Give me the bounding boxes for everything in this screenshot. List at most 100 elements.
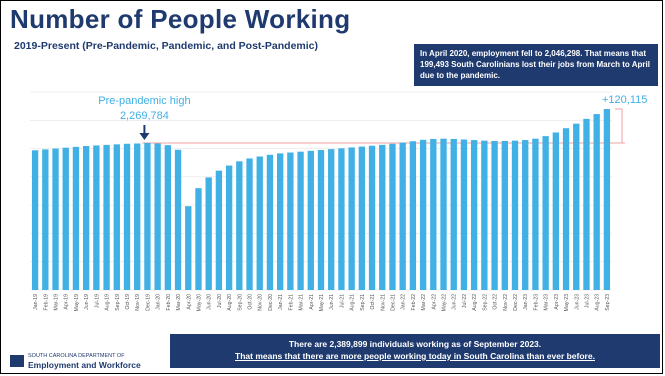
- bar-apr-21: [307, 150, 314, 290]
- x-tick-label: Aug-22: [472, 294, 478, 311]
- bars: [31, 109, 611, 291]
- x-tick-label: Apr-19: [64, 294, 70, 310]
- bar-nov-19: [134, 143, 141, 290]
- pre-pandemic-value: 2,269,784: [120, 110, 169, 122]
- bar-jul-19: [93, 145, 100, 290]
- x-tick-label: Dec-21: [390, 294, 396, 311]
- x-tick-label: Jun-19: [84, 294, 90, 310]
- bar-jul-20: [215, 170, 223, 290]
- bar-sep-21: [358, 146, 366, 290]
- x-tick-label: Aug-21: [350, 294, 356, 311]
- x-tick-label: Apr-22: [431, 294, 437, 310]
- agency-logo: SOUTH CAROLINA DEPARTMENT OF Employment …: [10, 352, 170, 372]
- bar-oct-21: [368, 145, 376, 290]
- pre-pandemic-label: Pre-pandemic high: [98, 95, 190, 107]
- x-tick-label: Aug-19: [105, 294, 111, 311]
- x-tick-label: Jun-20: [207, 294, 213, 310]
- bar-nov-22: [501, 140, 508, 290]
- x-tick-label: Dec-19: [145, 294, 151, 311]
- logo-line-1: SOUTH CAROLINA DEPARTMENT OF: [28, 353, 125, 359]
- bar-feb-20: [164, 145, 172, 290]
- bar-sep-23: [603, 109, 611, 290]
- x-tick-label: Jun-22: [452, 294, 458, 310]
- callout-april-2020: In April 2020, employment fell to 2,046,…: [414, 44, 658, 86]
- x-tick-label: Jan-22: [401, 294, 407, 310]
- summary-line-1: There are 2,389,899 individuals working …: [288, 339, 542, 349]
- summary-line-2: That means that there are more people wo…: [235, 350, 595, 361]
- page-subtitle: 2019-Present (Pre-Pandemic, Pandemic, an…: [14, 40, 319, 52]
- bar-aug-22: [470, 140, 478, 290]
- bar-dec-20: [266, 154, 274, 290]
- bar-jan-23: [522, 140, 529, 290]
- x-tick-label: Feb-23: [533, 294, 539, 311]
- x-tick-label: May-20: [196, 294, 202, 311]
- bar-mar-23: [542, 136, 549, 290]
- bar-mar-21: [297, 151, 304, 290]
- x-tick-label: Dec-22: [513, 294, 519, 311]
- x-tick-label: Oct-22: [493, 294, 499, 310]
- bar-dec-19: [144, 142, 151, 290]
- logo-line-2: Employment and Workforce: [28, 360, 141, 370]
- x-tick-label: Sep-21: [360, 294, 366, 311]
- bar-feb-21: [287, 152, 294, 290]
- bar-sep-20: [236, 161, 243, 290]
- x-tick-label: Aug-23: [595, 294, 601, 311]
- x-tick-label: Jul-21: [339, 294, 345, 308]
- x-tick-label: Jun-21: [329, 294, 335, 310]
- bar-jun-22: [450, 138, 457, 290]
- x-tick-labels: Jan-19 Feb-19 Mar-19 Apr-19 May-19 Jun-19 Jul-…: [33, 294, 611, 311]
- bar-apr-23: [552, 132, 560, 290]
- x-tick-label: Jan-19: [33, 294, 39, 310]
- x-tick-label: Apr-23: [554, 294, 560, 310]
- x-tick-label: Sep-23: [605, 294, 611, 311]
- bar-feb-19: [42, 149, 49, 290]
- bar-jul-21: [338, 148, 345, 290]
- bar-nov-20: [256, 156, 263, 290]
- bar-nov-21: [379, 144, 386, 290]
- bar-oct-22: [491, 140, 498, 290]
- increase-label: +120,115: [602, 94, 647, 106]
- x-tick-label: Dec-20: [268, 294, 274, 311]
- bar-sep-22: [481, 140, 488, 290]
- bar-mar-20: [174, 149, 182, 290]
- x-tick-label: Jan-21: [278, 294, 284, 310]
- x-tick-label: Sep-19: [115, 294, 121, 311]
- x-tick-label: Apr-20: [186, 294, 192, 310]
- x-tick-label: May-23: [564, 294, 570, 311]
- x-tick-label: Mar-20: [176, 294, 182, 311]
- x-tick-label: Jan-20: [156, 294, 162, 310]
- x-tick-label: Aug-20: [227, 294, 233, 311]
- x-tick-label: Feb-21: [288, 294, 294, 311]
- x-tick-label: Nov-21: [380, 294, 386, 311]
- x-tick-label: Jan-23: [523, 294, 529, 310]
- bar-may-22: [440, 138, 447, 290]
- x-tick-label: Oct-19: [125, 294, 131, 310]
- bar-mar-19: [52, 148, 59, 290]
- x-tick-label: Jul-22: [462, 294, 468, 308]
- x-tick-label: Jun-23: [574, 294, 580, 310]
- x-tick-label: Mar-23: [544, 294, 550, 311]
- x-tick-label: Oct-21: [370, 294, 376, 310]
- bar-jun-19: [82, 146, 90, 290]
- x-tick-label: May-21: [319, 294, 325, 311]
- x-tick-label: Feb-22: [411, 294, 417, 311]
- x-tick-label: Nov-22: [503, 294, 509, 311]
- bar-may-20: [195, 188, 202, 290]
- x-tick-label: Nov-20: [258, 294, 264, 311]
- bar-aug-20: [225, 165, 233, 290]
- bar-mar-22: [419, 139, 427, 290]
- x-tick-label: Jul-23: [584, 294, 590, 308]
- bar-jan-22: [399, 142, 406, 290]
- bar-dec-21: [389, 143, 396, 290]
- x-tick-label: Nov-19: [135, 294, 141, 311]
- x-tick-label: Sep-20: [237, 294, 243, 311]
- bar-apr-19: [62, 147, 69, 290]
- bar-aug-21: [348, 147, 355, 290]
- bar-sep-19: [113, 144, 120, 290]
- bar-feb-22: [409, 141, 417, 290]
- x-tick-label: Jul-19: [94, 294, 100, 308]
- x-tick-label: Sep-22: [482, 294, 488, 311]
- x-tick-label: Mar-22: [421, 294, 427, 311]
